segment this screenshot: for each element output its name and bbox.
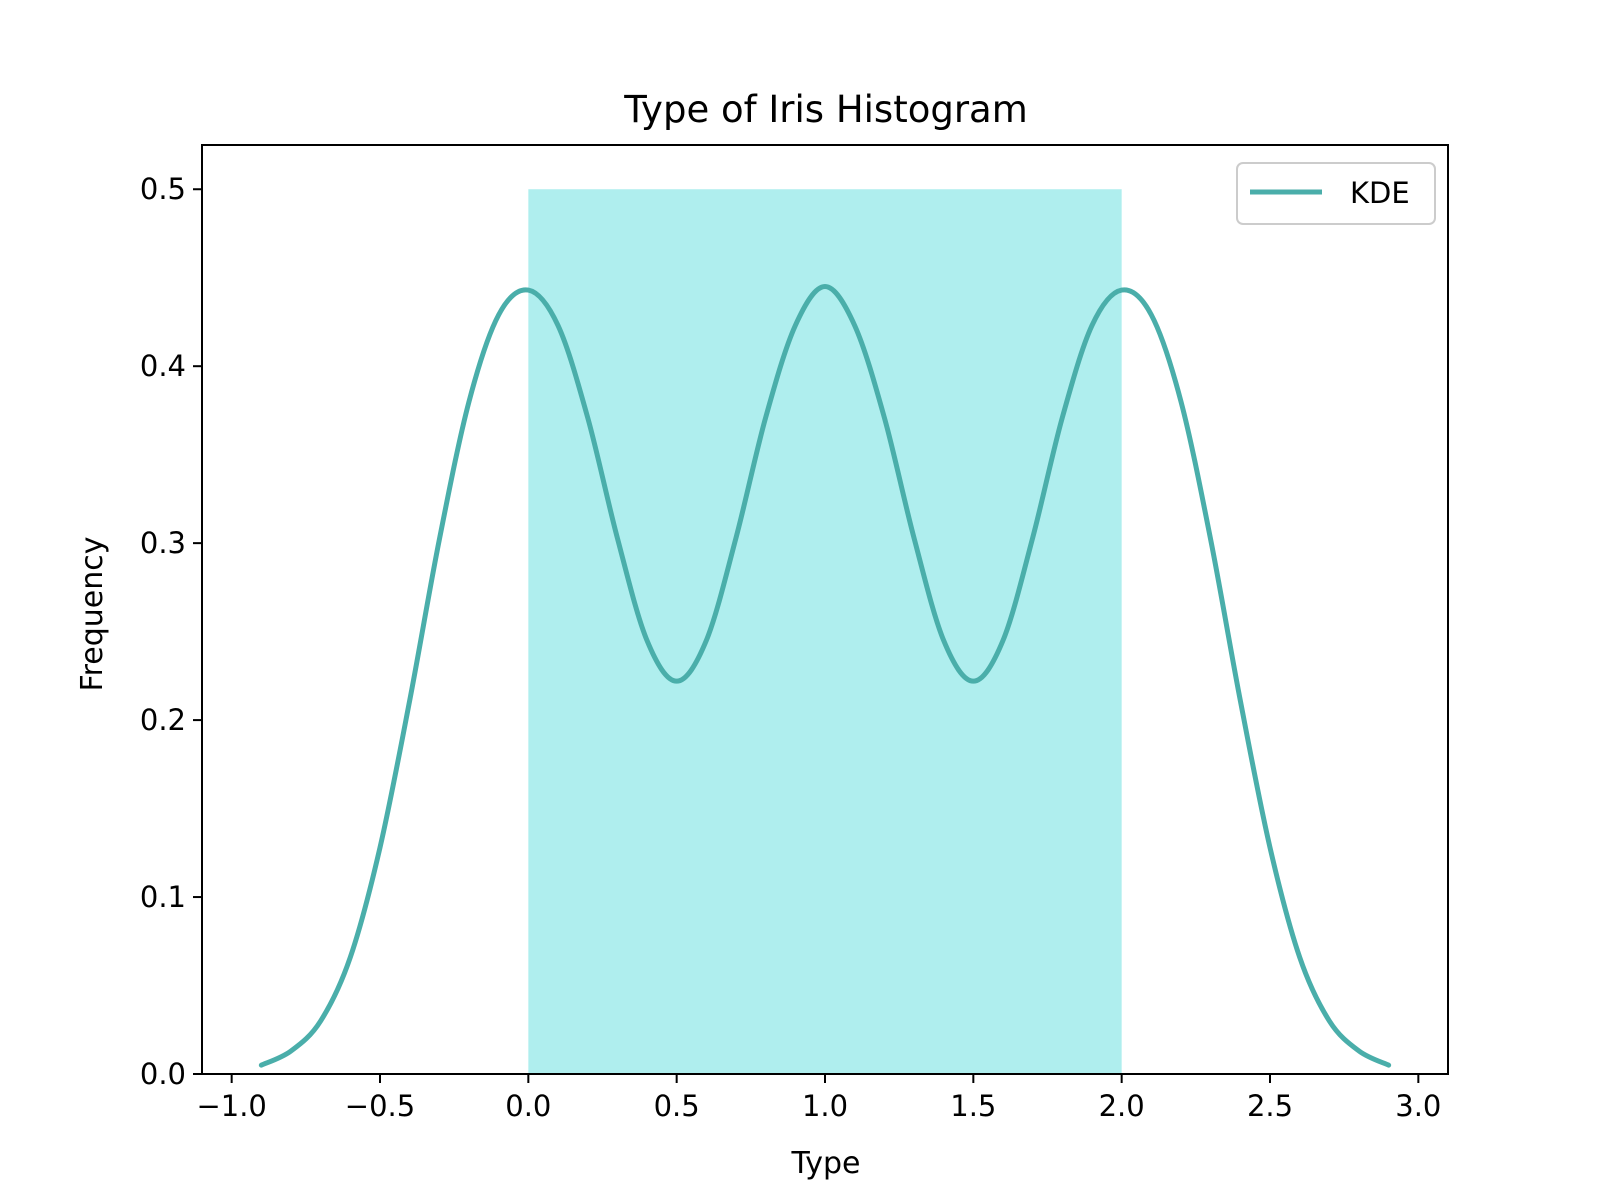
- histogram-layer: [528, 189, 1122, 1074]
- x-tick-label: 1.0: [802, 1089, 848, 1123]
- x-tick-label: 2.0: [1099, 1089, 1145, 1123]
- legend-label: KDE: [1350, 176, 1410, 210]
- y-tick-label: 0.1: [140, 880, 186, 914]
- series-layer: [258, 284, 1392, 1068]
- y-axis-label: Frequency: [75, 537, 110, 692]
- x-axis: −1.0 −0.5 0.0 0.5 1.0 1.5 2.0 2.5 3.0: [196, 1074, 1441, 1123]
- x-axis-label: Type: [791, 1146, 861, 1181]
- y-tick-label: 0.5: [140, 172, 186, 206]
- x-tick-label: −0.5: [345, 1089, 415, 1123]
- x-tick-label: 0.5: [654, 1089, 700, 1123]
- y-tick-label: 0.4: [140, 349, 186, 383]
- legend[interactable]: KDE: [1236, 162, 1436, 225]
- histogram-bar: [528, 189, 1122, 1074]
- y-tick-label: 0.2: [140, 703, 186, 737]
- x-tick-label: 0.0: [505, 1089, 551, 1123]
- legend-box: [1236, 162, 1436, 225]
- x-tick-label: −1.0: [196, 1089, 266, 1123]
- x-tick-label: 1.5: [950, 1089, 996, 1123]
- plot-area: [201, 144, 1449, 1075]
- chart-title: Type of Iris Histogram: [623, 88, 1028, 131]
- y-tick-label: 0.0: [140, 1057, 186, 1091]
- kde-line: [258, 284, 1392, 1068]
- y-tick-label: 0.3: [140, 526, 186, 560]
- x-tick-label: 2.5: [1247, 1089, 1293, 1123]
- y-axis: 0.0 0.1 0.2 0.3 0.4 0.5: [140, 172, 202, 1091]
- x-tick-label: 3.0: [1395, 1089, 1441, 1123]
